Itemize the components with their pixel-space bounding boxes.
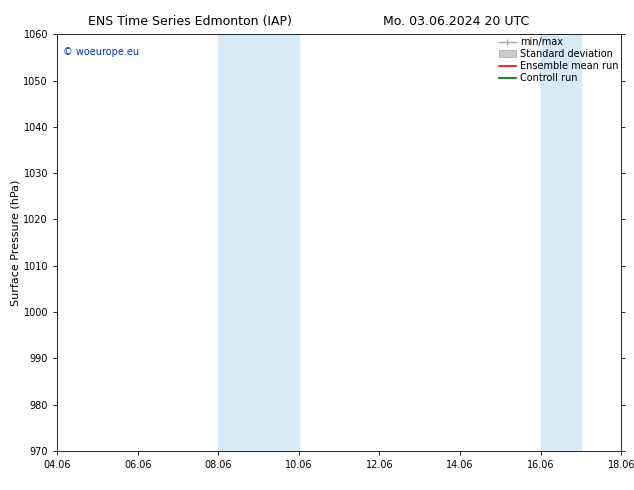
Text: © woeurope.eu: © woeurope.eu (63, 47, 139, 57)
Text: Mo. 03.06.2024 20 UTC: Mo. 03.06.2024 20 UTC (384, 15, 529, 28)
Legend: min/max, Standard deviation, Ensemble mean run, Controll run: min/max, Standard deviation, Ensemble me… (498, 37, 618, 83)
Bar (218, 34, 299, 451)
Y-axis label: Surface Pressure (hPa): Surface Pressure (hPa) (11, 179, 21, 306)
Text: ENS Time Series Edmonton (IAP): ENS Time Series Edmonton (IAP) (88, 15, 292, 28)
Bar (541, 34, 581, 451)
